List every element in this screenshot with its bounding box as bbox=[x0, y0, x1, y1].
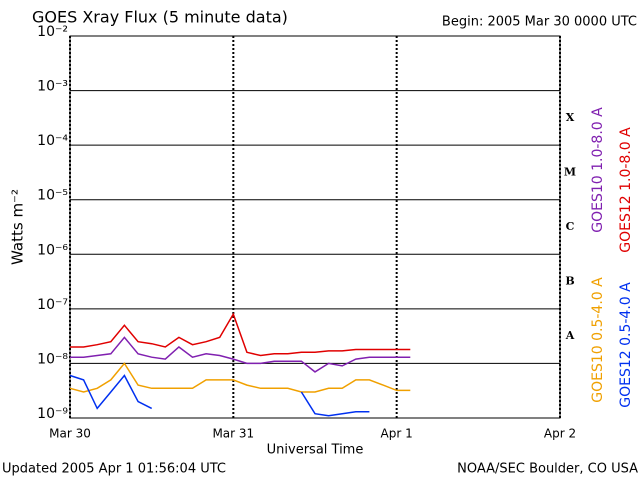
x-tick-label: Mar 30 bbox=[49, 427, 91, 441]
x-tick-label: Apr 1 bbox=[381, 427, 413, 441]
y-tick-label: 10⁻² bbox=[37, 24, 68, 40]
legend-entry: GOES12 0.5-4.0 A bbox=[618, 282, 634, 408]
footer-left: Updated 2005 Apr 1 01:56:04 UTC bbox=[2, 462, 226, 477]
series-line bbox=[69, 374, 370, 417]
y-tick-label: 10⁻⁶ bbox=[37, 242, 68, 258]
y-tick-label: 10⁻⁷ bbox=[37, 297, 68, 313]
y-tick-label: 10⁻⁵ bbox=[37, 188, 68, 204]
chart-subtitle: Begin: 2005 Mar 30 0000 UTC bbox=[442, 15, 637, 30]
series-line bbox=[70, 336, 411, 373]
series-line bbox=[70, 312, 411, 357]
y-tick-label: 10⁻³ bbox=[37, 79, 68, 95]
y-tick-label: 10⁻⁴ bbox=[37, 133, 68, 149]
y-tick-label: 10⁻⁹ bbox=[37, 406, 68, 422]
class-label: C bbox=[566, 220, 575, 233]
series-line bbox=[69, 362, 411, 393]
y-tick-label: 10⁻⁸ bbox=[37, 351, 68, 367]
x-axis-title: Universal Time bbox=[267, 443, 364, 458]
chart-title: GOES Xray Flux (5 minute data) bbox=[32, 8, 288, 27]
legend-entry: GOES10 0.5-4.0 A bbox=[590, 277, 606, 403]
x-tick-label: Mar 31 bbox=[212, 427, 254, 441]
legend-entry: GOES10 1.0-8.0 A bbox=[590, 107, 606, 233]
x-tick-label: Apr 2 bbox=[544, 427, 576, 441]
class-label: A bbox=[565, 329, 575, 342]
legend-entry: GOES12 1.0-8.0 A bbox=[618, 127, 634, 253]
plot-frame bbox=[69, 35, 561, 419]
class-label: B bbox=[565, 275, 574, 288]
y-axis-title: Watts m⁻² bbox=[9, 189, 27, 265]
class-label: X bbox=[566, 111, 575, 124]
footer-right: NOAA/SEC Boulder, CO USA bbox=[457, 462, 638, 477]
class-label: M bbox=[564, 165, 576, 178]
